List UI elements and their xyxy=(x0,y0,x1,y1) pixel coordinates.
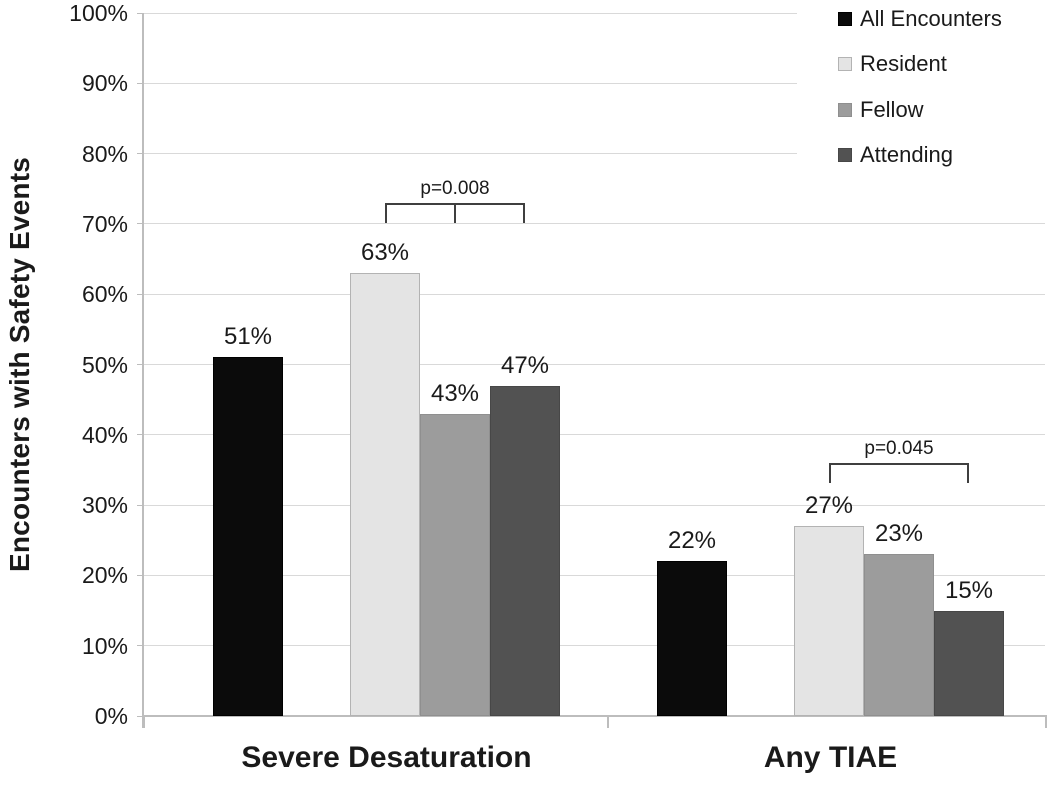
legend-label: Attending xyxy=(860,141,953,167)
legend-swatch-resident xyxy=(838,57,852,72)
gridline xyxy=(143,504,1045,506)
y-axis-tick xyxy=(137,364,143,365)
x-axis-label: Any TIAE xyxy=(763,741,898,774)
gridline xyxy=(143,574,1045,576)
bar-all-encounters-severe-desaturation xyxy=(213,357,283,716)
y-axis-tick-label: 80% xyxy=(81,140,128,167)
x-axis-tick xyxy=(1045,716,1047,728)
y-axis-tick-label: 20% xyxy=(81,562,128,589)
legend: All Encounters Resident Fellow Attending xyxy=(797,0,1050,178)
bar-fellow-severe-desaturation xyxy=(420,413,490,716)
legend-label: Fellow xyxy=(860,96,924,122)
legend-item-all-encounters: All Encounters xyxy=(838,6,1002,32)
y-axis-tick-label: 10% xyxy=(81,632,128,659)
y-axis-tick xyxy=(137,293,143,295)
y-axis-tick-label: 60% xyxy=(81,281,128,308)
x-axis-label: Severe Desaturation xyxy=(241,741,532,774)
legend-item-fellow: Fellow xyxy=(838,97,924,123)
bar-value-label: 43% xyxy=(430,379,480,407)
y-axis-tick xyxy=(137,153,143,155)
y-axis-tick-label: 30% xyxy=(81,492,128,519)
gridline xyxy=(143,223,1045,225)
y-axis-tick xyxy=(137,715,143,717)
legend-swatch-attending xyxy=(838,147,852,162)
y-axis-tick xyxy=(137,574,143,576)
bar-value-label: 15% xyxy=(944,576,994,604)
gridline xyxy=(143,82,1045,84)
y-axis-tick xyxy=(137,504,143,506)
bar-resident-any-tiae xyxy=(794,526,864,716)
y-axis-title: Encounters with Safety Events xyxy=(4,157,35,573)
gridline xyxy=(143,293,1045,295)
y-axis-tick xyxy=(137,12,143,14)
y-axis-tick-label: 0% xyxy=(94,703,128,729)
bar-value-label: 51% xyxy=(223,323,273,351)
legend-swatch-all-encounters xyxy=(838,12,852,26)
gridline xyxy=(143,12,1045,14)
bar-value-label: 27% xyxy=(804,492,854,520)
bar-value-label: 22% xyxy=(667,527,717,555)
bracket-mid-tick xyxy=(454,202,456,223)
bar-value-label: 63% xyxy=(360,239,410,267)
bar-attending-any-tiae xyxy=(934,610,1004,716)
legend-label: Resident xyxy=(860,51,947,77)
legend-label: All Encounters xyxy=(860,6,1002,31)
bar-value-label: 23% xyxy=(874,520,924,548)
y-axis-tick-label: 50% xyxy=(81,351,128,378)
gridline xyxy=(143,645,1045,647)
bar-attending-severe-desaturation xyxy=(490,385,560,716)
p-value-label: p=0.008 xyxy=(420,177,490,199)
significance-bracket xyxy=(829,462,969,483)
bar-value-label: 47% xyxy=(500,351,550,379)
gridline xyxy=(143,153,1045,155)
y-axis-line xyxy=(142,13,144,728)
x-axis-tick xyxy=(143,716,145,728)
y-axis-tick xyxy=(137,223,143,225)
legend-swatch-fellow xyxy=(838,102,852,117)
x-axis-tick xyxy=(607,716,609,728)
y-axis-tick-label: 90% xyxy=(81,70,128,97)
y-axis-tick-label: 40% xyxy=(81,421,128,448)
y-axis-tick xyxy=(137,645,143,647)
gridline xyxy=(143,364,1045,365)
y-axis-tick-label: 100% xyxy=(69,0,128,26)
gridline xyxy=(143,434,1045,436)
p-value-label: p=0.045 xyxy=(864,437,934,459)
legend-item-resident: Resident xyxy=(838,51,947,77)
bar-fellow-any-tiae xyxy=(864,554,934,716)
x-axis-line xyxy=(143,715,1047,717)
y-axis-tick-label: 70% xyxy=(81,210,128,237)
bar-all-encounters-any-tiae xyxy=(657,561,727,716)
y-axis-tick xyxy=(137,82,143,84)
y-axis-tick xyxy=(137,434,143,436)
bar-resident-severe-desaturation xyxy=(350,273,420,716)
legend-item-attending: Attending xyxy=(838,142,953,168)
